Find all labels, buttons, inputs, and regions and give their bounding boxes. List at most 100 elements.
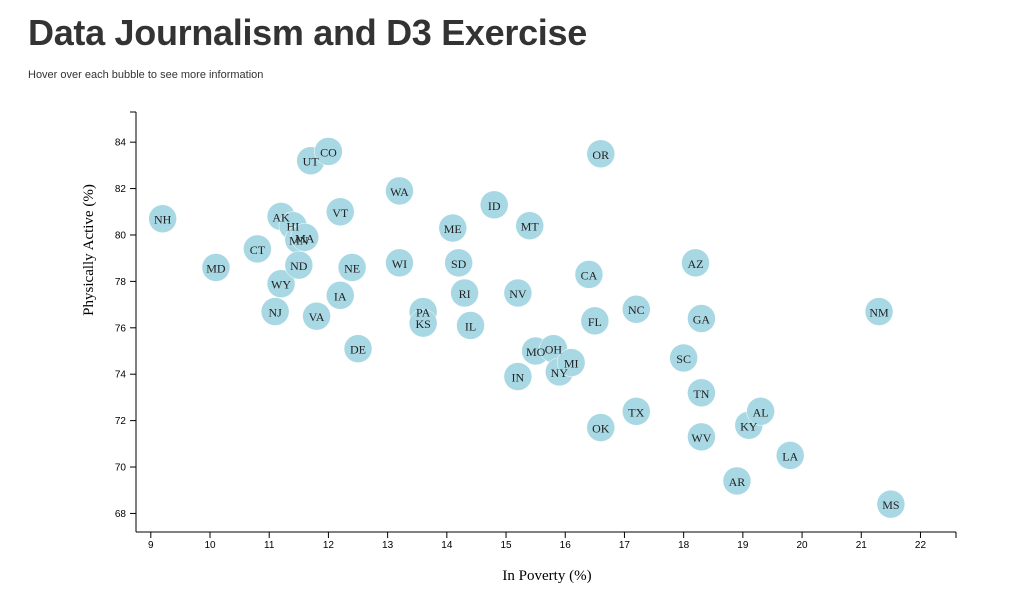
- state-bubble-ok[interactable]: [586, 413, 616, 442]
- state-bubble-ga[interactable]: [687, 304, 716, 333]
- state-bubble-il[interactable]: [456, 311, 485, 340]
- state-bubble-va[interactable]: [302, 301, 331, 331]
- state-label-ny[interactable]: NY: [551, 366, 569, 380]
- state-bubble-wy[interactable]: [266, 269, 296, 298]
- state-label-al[interactable]: AL: [753, 405, 769, 419]
- state-label-wy[interactable]: WY: [271, 278, 291, 292]
- state-bubble-sc[interactable]: [669, 343, 698, 373]
- state-bubble-ri[interactable]: [450, 278, 479, 308]
- state-bubble-ma[interactable]: [290, 223, 319, 252]
- state-label-ms[interactable]: MS: [882, 498, 899, 512]
- state-bubble-tx[interactable]: [622, 397, 651, 426]
- state-bubble-nv[interactable]: [503, 278, 533, 308]
- state-label-il[interactable]: IL: [465, 319, 476, 333]
- state-label-wa[interactable]: WA: [390, 185, 409, 199]
- state-label-nv[interactable]: NV: [509, 287, 527, 301]
- state-bubble-tn[interactable]: [687, 378, 716, 408]
- state-label-sc[interactable]: SC: [676, 352, 691, 366]
- state-bubble-md[interactable]: [201, 253, 231, 282]
- state-bubble-ne[interactable]: [337, 253, 367, 282]
- state-label-or[interactable]: OR: [592, 148, 609, 162]
- y-tick-label: 68: [115, 509, 127, 520]
- state-bubble-al[interactable]: [746, 397, 775, 426]
- state-label-hi[interactable]: HI: [287, 220, 300, 234]
- state-bubble-sd[interactable]: [444, 248, 473, 278]
- state-label-ks[interactable]: KS: [415, 317, 430, 331]
- state-bubble-nj[interactable]: [260, 297, 290, 326]
- state-bubble-or[interactable]: [586, 139, 616, 169]
- state-label-ia[interactable]: IA: [334, 289, 347, 303]
- state-label-ne[interactable]: NE: [344, 261, 360, 275]
- state-label-co[interactable]: CO: [320, 145, 337, 159]
- state-label-tn[interactable]: TN: [693, 387, 709, 401]
- state-bubble-de[interactable]: [343, 334, 373, 363]
- state-label-nd[interactable]: ND: [290, 259, 308, 273]
- state-label-in[interactable]: IN: [512, 371, 525, 385]
- state-label-nc[interactable]: NC: [628, 303, 645, 317]
- state-bubble-in[interactable]: [503, 362, 533, 391]
- state-label-ok[interactable]: OK: [592, 422, 610, 436]
- y-tick-label: 76: [115, 323, 127, 334]
- state-bubble-ct[interactable]: [243, 234, 272, 264]
- state-label-ak[interactable]: AK: [272, 210, 290, 224]
- state-label-tx[interactable]: TX: [628, 405, 644, 419]
- y-axis-title: Physically Active (%): [81, 184, 97, 316]
- state-label-ca[interactable]: CA: [581, 268, 598, 282]
- state-label-ga[interactable]: GA: [693, 313, 711, 327]
- state-bubble-az[interactable]: [681, 248, 710, 278]
- state-bubble-ca[interactable]: [574, 260, 604, 289]
- state-bubble-mt[interactable]: [515, 211, 544, 240]
- state-label-az[interactable]: AZ: [687, 257, 703, 271]
- state-bubble-wv[interactable]: [687, 422, 716, 452]
- state-bubble-la[interactable]: [775, 441, 805, 470]
- state-label-mo[interactable]: MO: [526, 345, 546, 359]
- state-label-fl[interactable]: FL: [588, 315, 602, 329]
- state-bubble-ms[interactable]: [876, 489, 906, 519]
- state-label-id[interactable]: ID: [488, 199, 501, 213]
- state-bubble-me[interactable]: [438, 213, 468, 243]
- state-bubble-ks[interactable]: [408, 308, 438, 338]
- state-label-wi[interactable]: WI: [392, 257, 407, 271]
- state-bubble-id[interactable]: [479, 190, 509, 220]
- page-title: Data Journalism and D3 Exercise: [28, 12, 587, 53]
- state-label-mn[interactable]: MN: [289, 234, 309, 248]
- state-bubble-nm[interactable]: [864, 297, 894, 326]
- state-label-ct[interactable]: CT: [250, 243, 266, 257]
- state-label-wv[interactable]: WV: [691, 431, 711, 445]
- state-bubble-mi[interactable]: [556, 348, 586, 377]
- x-tick-label: 11: [264, 540, 275, 551]
- x-tick-label: 20: [797, 540, 809, 551]
- state-label-md[interactable]: MD: [206, 261, 226, 275]
- state-bubble-fl[interactable]: [580, 306, 610, 336]
- state-label-de[interactable]: DE: [350, 343, 366, 357]
- state-label-pa[interactable]: PA: [416, 306, 431, 320]
- state-label-oh[interactable]: OH: [545, 343, 563, 357]
- x-tick-label: 21: [856, 540, 868, 551]
- state-label-sd[interactable]: SD: [451, 257, 467, 271]
- state-label-ky[interactable]: KY: [740, 419, 758, 433]
- x-tick-label: 14: [441, 540, 453, 551]
- state-label-nm[interactable]: NM: [869, 306, 889, 320]
- state-bubble-ia[interactable]: [326, 281, 355, 310]
- state-label-mt[interactable]: MT: [521, 220, 540, 234]
- state-bubble-vt[interactable]: [326, 197, 355, 227]
- state-bubble-wi[interactable]: [385, 248, 414, 278]
- state-label-nj[interactable]: NJ: [268, 306, 282, 320]
- state-label-vt[interactable]: VT: [332, 206, 349, 220]
- state-label-mi[interactable]: MI: [564, 357, 579, 371]
- state-label-nh[interactable]: NH: [154, 213, 172, 227]
- state-bubble-nc[interactable]: [622, 294, 651, 324]
- state-bubble-nd[interactable]: [284, 250, 314, 280]
- state-label-ma[interactable]: MA: [295, 231, 315, 245]
- state-bubble-wa[interactable]: [385, 176, 414, 206]
- state-bubble-nh[interactable]: [148, 204, 177, 233]
- state-bubble-ar[interactable]: [722, 466, 752, 496]
- state-label-ut[interactable]: UT: [303, 155, 320, 169]
- state-label-ri[interactable]: RI: [459, 287, 471, 301]
- state-label-la[interactable]: LA: [782, 449, 798, 463]
- state-label-me[interactable]: ME: [444, 222, 462, 236]
- state-label-va[interactable]: VA: [309, 310, 325, 324]
- state-label-ar[interactable]: AR: [729, 475, 746, 489]
- y-tick-label: 78: [115, 277, 127, 288]
- state-bubble-co[interactable]: [314, 137, 343, 166]
